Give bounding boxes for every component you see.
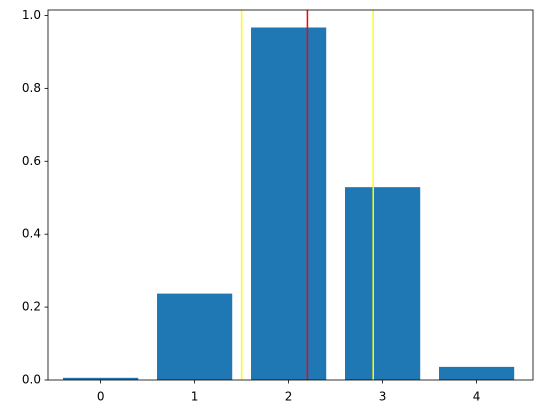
y-tick-label: 0.0 — [22, 373, 41, 387]
y-tick-label: 0.2 — [22, 300, 41, 314]
y-tick-label: 0.4 — [22, 227, 41, 241]
bar — [345, 187, 421, 380]
x-tick-label: 3 — [379, 390, 387, 404]
y-tick-label: 0.6 — [22, 154, 41, 168]
bar — [63, 377, 139, 380]
bar — [439, 366, 515, 380]
axes-frame — [47, 9, 534, 381]
x-tick-label: 2 — [285, 390, 293, 404]
y-tick-label: 0.8 — [22, 81, 41, 95]
x-tick-label: 1 — [191, 390, 199, 404]
x-tick-label: 4 — [473, 390, 481, 404]
bar — [157, 293, 233, 380]
bar — [251, 27, 327, 381]
y-tick-label: 1.0 — [22, 8, 41, 22]
x-tick-label: 0 — [97, 390, 105, 404]
